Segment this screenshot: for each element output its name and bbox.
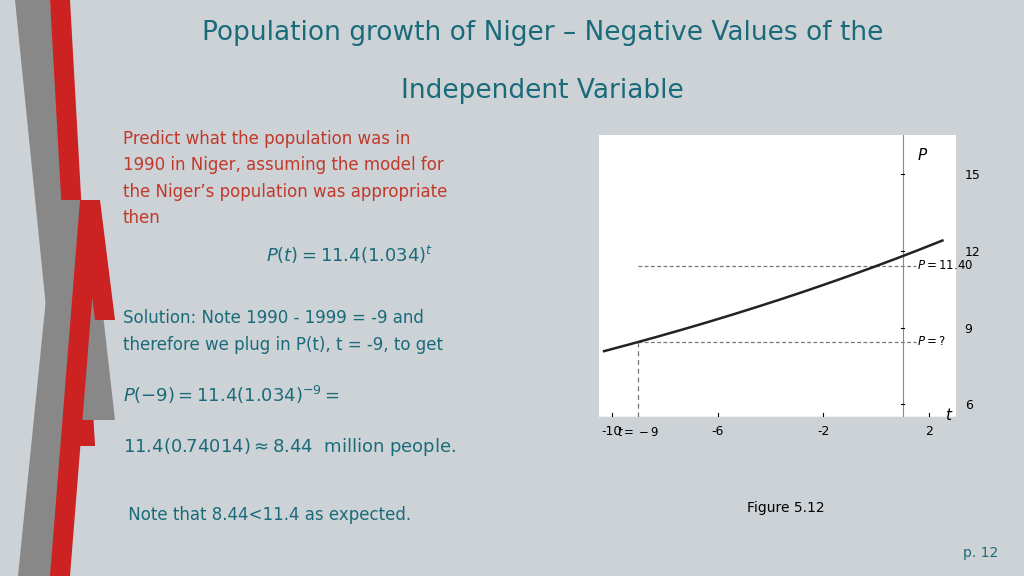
Text: $P(t) =  11.4(1.034)^{t}$: $P(t) = 11.4(1.034)^{t}$: [266, 244, 433, 266]
Text: $t$: $t$: [945, 407, 953, 423]
Polygon shape: [50, 200, 100, 576]
Text: $P$: $P$: [918, 147, 929, 164]
Text: $t = -9$: $t = -9$: [617, 426, 659, 439]
Text: Figure 5.12: Figure 5.12: [748, 501, 824, 515]
Polygon shape: [80, 200, 115, 320]
Text: Population growth of Niger – Negative Values of the: Population growth of Niger – Negative Va…: [202, 20, 884, 46]
Polygon shape: [50, 0, 95, 446]
Text: Note that 8.44<11.4 as expected.: Note that 8.44<11.4 as expected.: [123, 506, 411, 524]
Text: $P = 11.40$: $P = 11.40$: [918, 260, 974, 272]
Polygon shape: [18, 200, 90, 576]
Text: Solution: Note 1990 - 1999 = -9 and
therefore we plug in P(t), t = -9, to get: Solution: Note 1990 - 1999 = -9 and ther…: [123, 309, 442, 354]
Text: p. 12: p. 12: [964, 546, 998, 560]
Text: $P(-9) =  11.4(1.034)^{-9}=$: $P(-9) = 11.4(1.034)^{-9}=$: [123, 384, 340, 406]
Polygon shape: [15, 0, 95, 446]
Polygon shape: [56, 200, 115, 420]
Text: $11.4(0.74014) \approx 8.44$  million people.: $11.4(0.74014) \approx 8.44$ million peo…: [123, 436, 456, 458]
Text: Independent Variable: Independent Variable: [401, 78, 684, 104]
Text: $P = ?$: $P = ?$: [918, 335, 946, 348]
Text: Predict what the population was in
1990 in Niger, assuming the model for
the Nig: Predict what the population was in 1990 …: [123, 130, 447, 227]
